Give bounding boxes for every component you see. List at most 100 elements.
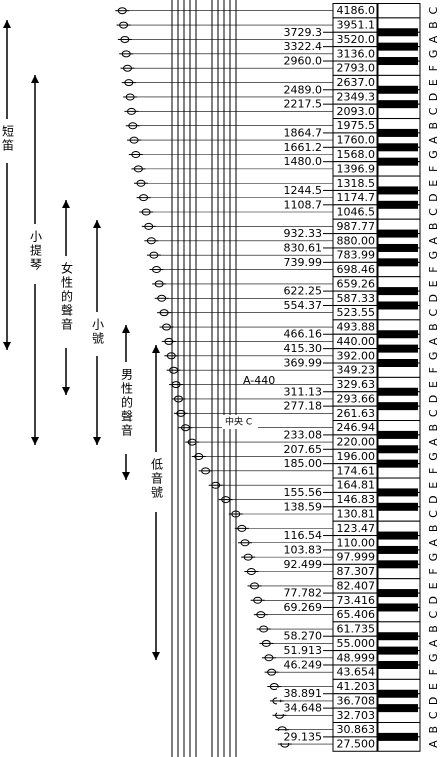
note-letter: A (427, 639, 440, 647)
black-label-bg (277, 256, 323, 269)
white-key-frequency: 41.203 (337, 680, 376, 693)
note-letter: A (427, 740, 440, 748)
a440-label: A-440 (243, 374, 275, 387)
white-key-frequency: 987.77 (337, 220, 376, 233)
white-key-frequency: 220.00 (337, 436, 376, 449)
black-key-frequency: 3729.3 (284, 26, 323, 39)
white-key-frequency: 174.61 (337, 464, 376, 477)
black-key (378, 632, 418, 641)
white-key-frequency: 36.708 (337, 694, 376, 707)
white-key-frequency: 164.81 (337, 479, 376, 492)
black-key (378, 531, 418, 540)
note-letter: D (427, 93, 440, 101)
note-letter: C (427, 610, 440, 618)
note-letter: B (427, 424, 440, 432)
black-key-frequency: 739.99 (284, 256, 323, 269)
black-key-frequency: 207.65 (284, 443, 323, 456)
note-head (133, 165, 143, 173)
note-head (211, 481, 221, 489)
black-key (378, 732, 418, 741)
black-key-frequency: 51.913 (284, 644, 323, 657)
black-key-frequency: 466.16 (284, 328, 323, 341)
black-label-bg (277, 702, 323, 715)
note-letter: F (427, 568, 440, 574)
white-key-frequency: 146.83 (337, 493, 376, 506)
black-label-bg (277, 543, 323, 556)
white-key-frequency: 880.00 (337, 234, 376, 247)
note-head (152, 266, 162, 274)
black-key (378, 603, 418, 612)
black-key (378, 660, 418, 669)
black-key-frequency: 932.33 (284, 227, 323, 240)
note-letter: A (427, 337, 440, 345)
white-key-frequency: 261.63 (337, 407, 376, 420)
note-letter: D (427, 395, 440, 403)
black-key (378, 301, 418, 310)
black-key-frequency: 2489.0 (284, 83, 323, 96)
black-key (378, 689, 418, 698)
note-letter: E (427, 582, 440, 589)
white-key-frequency: 246.94 (337, 421, 376, 434)
black-key-frequency: 830.61 (284, 241, 323, 254)
black-key (378, 143, 418, 152)
black-key (378, 459, 418, 468)
black-label-bg (277, 428, 323, 441)
note-head (136, 179, 146, 187)
white-key-frequency: 48.999 (337, 651, 376, 664)
white-key-frequency: 87.307 (337, 565, 376, 578)
note-letter: D (427, 294, 440, 302)
black-key-frequency: 233.08 (284, 428, 323, 441)
black-label-bg (277, 529, 323, 542)
arrow-head (152, 345, 160, 353)
note-head (267, 668, 277, 676)
black-label-bg (277, 227, 323, 240)
black-key (378, 57, 418, 66)
white-key-frequency: 3520.0 (337, 33, 376, 46)
black-label-bg (277, 730, 323, 743)
note-head (240, 539, 250, 547)
white-key-frequency: 30.863 (337, 723, 376, 736)
black-label-bg (277, 198, 323, 211)
note-head (164, 337, 174, 345)
black-key-frequency: 92.499 (284, 558, 323, 571)
black-label-bg (277, 587, 323, 600)
note-letter: B (427, 122, 440, 130)
note-letter: D (427, 596, 440, 604)
arrow-head (3, 20, 11, 28)
black-key (378, 100, 418, 109)
white-key-frequency: 32.703 (337, 709, 376, 722)
black-label-bg (277, 55, 323, 68)
black-key (378, 430, 418, 439)
white-key-frequency: 440.00 (337, 335, 376, 348)
note-letter: C (427, 7, 440, 15)
note-head (166, 352, 176, 360)
black-label-bg (277, 83, 323, 96)
white-key (377, 3, 421, 19)
note-letter: B (427, 525, 440, 533)
note-letter: E (427, 180, 440, 187)
white-key-frequency: 523.55 (337, 306, 376, 319)
note-letter: B (427, 726, 440, 734)
note-letter: G (427, 50, 440, 59)
black-key (378, 157, 418, 166)
note-head (149, 251, 159, 259)
black-key (378, 387, 418, 396)
black-label-bg (277, 155, 323, 168)
note-letter: E (427, 482, 440, 489)
black-key-frequency: 622.25 (284, 285, 323, 298)
black-key-frequency: 46.249 (284, 658, 323, 671)
arrow-head (152, 652, 160, 660)
note-head (146, 237, 156, 245)
black-label-bg (277, 486, 323, 499)
white-key-frequency: 587.33 (337, 292, 376, 305)
white-key-frequency: 698.46 (337, 263, 376, 276)
black-label-bg (277, 687, 323, 700)
note-head (129, 136, 139, 144)
note-head (246, 568, 256, 576)
note-head (272, 697, 282, 705)
note-head (120, 35, 130, 43)
black-key-frequency: 1480.0 (284, 155, 323, 168)
black-key-frequency: 2960.0 (284, 55, 323, 68)
instrument-label: 男性的聲音 (120, 368, 134, 438)
note-head (125, 93, 135, 101)
